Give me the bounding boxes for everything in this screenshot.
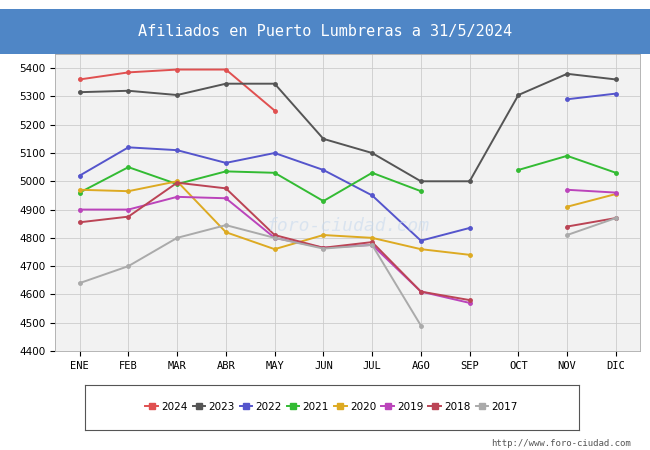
- 2019: [320, 245, 327, 251]
- 2024: [125, 70, 133, 75]
- Line: 2021: 2021: [78, 166, 422, 203]
- Legend: 2024, 2023, 2022, 2021, 2020, 2019, 2018, 2017: 2024, 2023, 2022, 2021, 2020, 2019, 2018…: [143, 400, 520, 414]
- Text: Afiliados en Puerto Lumbreras a 31/5/2024: Afiliados en Puerto Lumbreras a 31/5/202…: [138, 24, 512, 39]
- 2023: [563, 71, 571, 76]
- 2021: [270, 170, 278, 176]
- 2022: [417, 238, 425, 243]
- 2023: [417, 179, 425, 184]
- 2020: [125, 189, 133, 194]
- 2022: [75, 173, 83, 178]
- 2021: [173, 181, 181, 187]
- 2017: [125, 263, 133, 269]
- 2019: [270, 235, 278, 241]
- 2018: [125, 214, 133, 219]
- 2020: [465, 252, 473, 257]
- 2021: [75, 190, 83, 195]
- 2018: [320, 245, 327, 251]
- 2018: [368, 239, 376, 245]
- 2017: [417, 323, 425, 328]
- 2019: [368, 242, 376, 248]
- 2024: [222, 67, 230, 72]
- 2020: [222, 230, 230, 235]
- 2023: [270, 81, 278, 86]
- 2018: [270, 232, 278, 238]
- 2022: [320, 167, 327, 173]
- 2019: [75, 207, 83, 212]
- 2017: [368, 242, 376, 248]
- 2020: [368, 235, 376, 241]
- 2023: [222, 81, 230, 86]
- Text: http://www.foro-ciudad.com: http://www.foro-ciudad.com: [491, 439, 630, 448]
- 2017: [173, 235, 181, 241]
- 2023: [320, 136, 327, 142]
- 2022: [125, 144, 133, 150]
- 2019: [465, 300, 473, 306]
- 2018: [417, 289, 425, 294]
- 2021: [368, 170, 376, 176]
- 2018: [75, 220, 83, 225]
- 2017: [75, 280, 83, 286]
- 2023: [515, 92, 523, 98]
- 2017: [222, 222, 230, 228]
- 2023: [173, 92, 181, 98]
- 2022: [173, 148, 181, 153]
- 2017: [320, 246, 327, 251]
- 2024: [75, 77, 83, 82]
- Line: 2019: 2019: [78, 195, 471, 305]
- 2023: [368, 150, 376, 156]
- Line: 2023: 2023: [78, 72, 618, 183]
- 2018: [222, 186, 230, 191]
- 2021: [320, 198, 327, 204]
- 2019: [417, 289, 425, 294]
- Line: 2022: 2022: [78, 146, 471, 243]
- 2023: [465, 179, 473, 184]
- Line: 2018: 2018: [78, 181, 471, 302]
- Line: 2024: 2024: [78, 68, 276, 112]
- 2020: [173, 179, 181, 184]
- 2022: [270, 150, 278, 156]
- 2019: [125, 207, 133, 212]
- 2023: [125, 88, 133, 94]
- 2017: [270, 235, 278, 241]
- 2020: [75, 187, 83, 193]
- 2022: [368, 193, 376, 198]
- 2023: [612, 77, 620, 82]
- 2024: [173, 67, 181, 72]
- 2019: [222, 196, 230, 201]
- 2018: [465, 297, 473, 303]
- 2021: [222, 169, 230, 174]
- 2024: [270, 108, 278, 113]
- 2020: [320, 232, 327, 238]
- Line: 2017: 2017: [78, 223, 422, 327]
- 2022: [222, 160, 230, 166]
- 2020: [417, 247, 425, 252]
- 2023: [75, 90, 83, 95]
- 2019: [173, 194, 181, 199]
- 2022: [465, 225, 473, 231]
- 2020: [270, 247, 278, 252]
- Line: 2020: 2020: [78, 180, 471, 256]
- Text: foro-ciudad.com: foro-ciudad.com: [266, 217, 429, 235]
- 2021: [417, 189, 425, 194]
- 2021: [125, 164, 133, 170]
- 2018: [173, 180, 181, 185]
